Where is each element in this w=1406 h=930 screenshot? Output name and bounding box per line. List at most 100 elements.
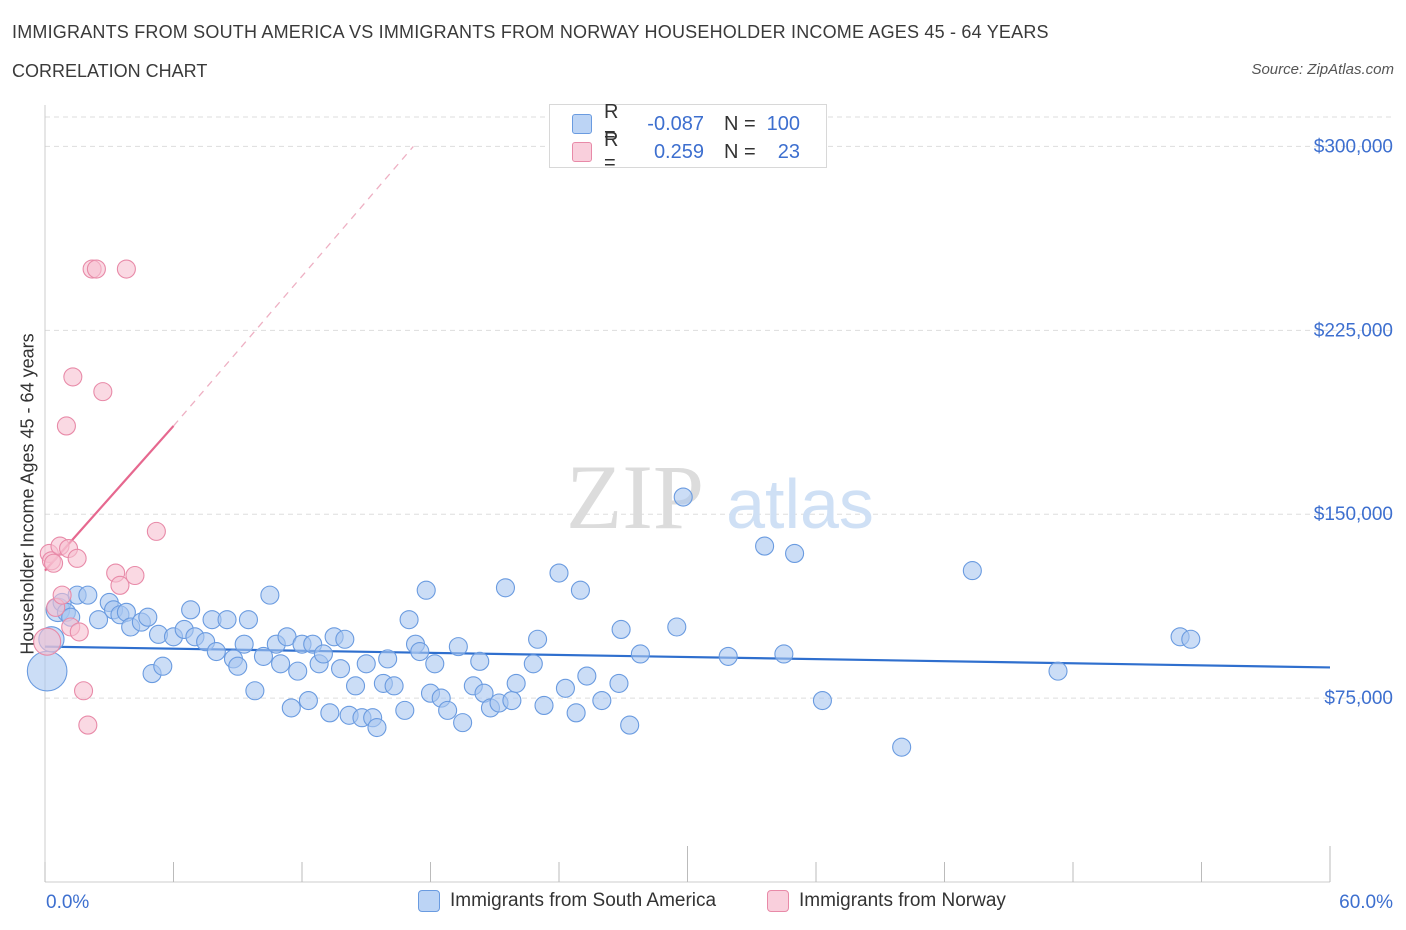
point-south-america	[566, 703, 586, 723]
point-south-america	[611, 619, 631, 640]
point-norway	[116, 259, 136, 279]
point-norway	[33, 627, 62, 656]
point-south-america	[1048, 661, 1068, 681]
point-south-america	[281, 698, 301, 718]
correlation-legend: R = -0.087 N = 100 R = 0.259 N = 23	[549, 101, 827, 174]
point-south-america	[577, 666, 597, 686]
point-south-america	[234, 634, 254, 654]
point-norway	[110, 575, 130, 595]
x-tick-label: 60.0%	[1339, 892, 1393, 913]
legend-swatch-blue	[572, 114, 592, 134]
point-south-america	[620, 715, 640, 735]
trend-layer	[44, 145, 1331, 669]
point-norway	[146, 521, 166, 541]
label-layer: $75,000 $150,000 $225,000 $300,000 0.0% 60.0%	[46, 136, 1393, 913]
points-layer	[26, 259, 1201, 757]
point-south-america	[667, 617, 687, 637]
point-south-america	[495, 578, 516, 598]
point-south-america	[1181, 629, 1201, 649]
point-south-america	[570, 580, 590, 600]
chart-title: IMMIGRANTS FROM SOUTH AMERICA VS IMMIGRA…	[12, 22, 1049, 42]
point-south-america	[453, 713, 473, 733]
y-tick-label: $75,000	[1324, 688, 1393, 709]
y-tick-label: $225,000	[1314, 320, 1393, 341]
point-south-america	[313, 644, 333, 664]
point-south-america	[260, 585, 280, 605]
legend-row-south-america: R = -0.087 N = 100	[572, 101, 800, 146]
axis-layer	[44, 105, 1331, 883]
y-axis-label: Householder Income Ages 45 - 64 years	[17, 333, 38, 655]
legend-row-norway: R = 0.259 N = 23	[572, 129, 800, 174]
point-norway	[56, 416, 76, 436]
legend-r-value: -0.087	[647, 112, 704, 135]
point-south-america	[271, 654, 291, 674]
point-south-america	[549, 563, 569, 583]
x-tick-label: 0.0%	[46, 892, 89, 913]
legend-swatch-pink	[572, 142, 592, 162]
point-south-america	[528, 629, 548, 649]
legend-n-value: 23	[777, 140, 800, 163]
point-south-america	[470, 651, 490, 671]
point-south-america	[416, 580, 436, 600]
point-norway	[74, 681, 94, 701]
point-south-america	[555, 678, 575, 698]
legend-r-label: R =	[604, 129, 619, 174]
point-south-america	[410, 641, 430, 662]
chart-subtitle: CORRELATION CHART	[12, 61, 208, 81]
point-south-america	[335, 629, 355, 649]
point-south-america	[298, 691, 318, 711]
legend-n-value: 100	[766, 112, 800, 135]
watermark-atlas: atlas	[726, 465, 874, 543]
point-norway	[67, 548, 87, 568]
point-south-america	[88, 610, 109, 630]
point-south-america	[892, 737, 912, 757]
point-south-america	[384, 676, 404, 696]
point-south-america	[78, 585, 98, 605]
point-south-america	[438, 700, 458, 720]
point-norway	[44, 553, 64, 573]
point-south-america	[378, 649, 398, 669]
point-south-america	[523, 654, 543, 674]
point-south-america	[330, 659, 351, 679]
point-south-america	[609, 673, 629, 693]
point-south-america	[592, 691, 612, 711]
legend-n-label: N =	[724, 112, 756, 135]
watermark: ZIP atlas	[566, 446, 874, 548]
point-south-america	[534, 695, 554, 716]
point-south-america	[962, 561, 982, 581]
point-south-america	[673, 487, 693, 507]
point-south-america	[217, 610, 237, 630]
point-south-america	[253, 646, 274, 666]
point-south-america	[785, 543, 805, 563]
point-south-america	[630, 644, 650, 664]
legend-r-label: R =	[604, 101, 619, 146]
point-south-america	[425, 654, 445, 674]
point-norway	[93, 382, 113, 402]
point-south-america	[356, 654, 376, 674]
point-south-america	[138, 607, 158, 627]
point-south-america	[718, 646, 738, 666]
bottom-legend-norway: Immigrants from Norway	[767, 888, 1006, 914]
point-south-america	[774, 644, 794, 664]
point-south-america	[26, 650, 68, 692]
point-south-america	[506, 673, 526, 693]
point-south-america	[228, 656, 248, 676]
y-tick-label: $150,000	[1314, 504, 1393, 525]
point-south-america	[245, 681, 265, 701]
point-south-america	[181, 600, 201, 620]
bottom-legend-swatch-blue	[418, 890, 440, 912]
point-south-america	[812, 691, 832, 711]
legend-r-value: 0.259	[653, 140, 704, 163]
point-norway	[78, 715, 98, 735]
bottom-legend-label: Immigrants from South America	[450, 890, 717, 911]
point-south-america	[238, 610, 259, 630]
trend-line-norway-extension	[173, 145, 414, 427]
point-south-america	[448, 637, 468, 657]
point-south-america	[288, 661, 308, 681]
bottom-legend-south-america: Immigrants from South America	[418, 888, 716, 914]
point-south-america	[395, 700, 415, 720]
y-tick-label: $300,000	[1314, 136, 1393, 157]
point-south-america	[206, 641, 226, 662]
point-norway	[86, 259, 106, 279]
